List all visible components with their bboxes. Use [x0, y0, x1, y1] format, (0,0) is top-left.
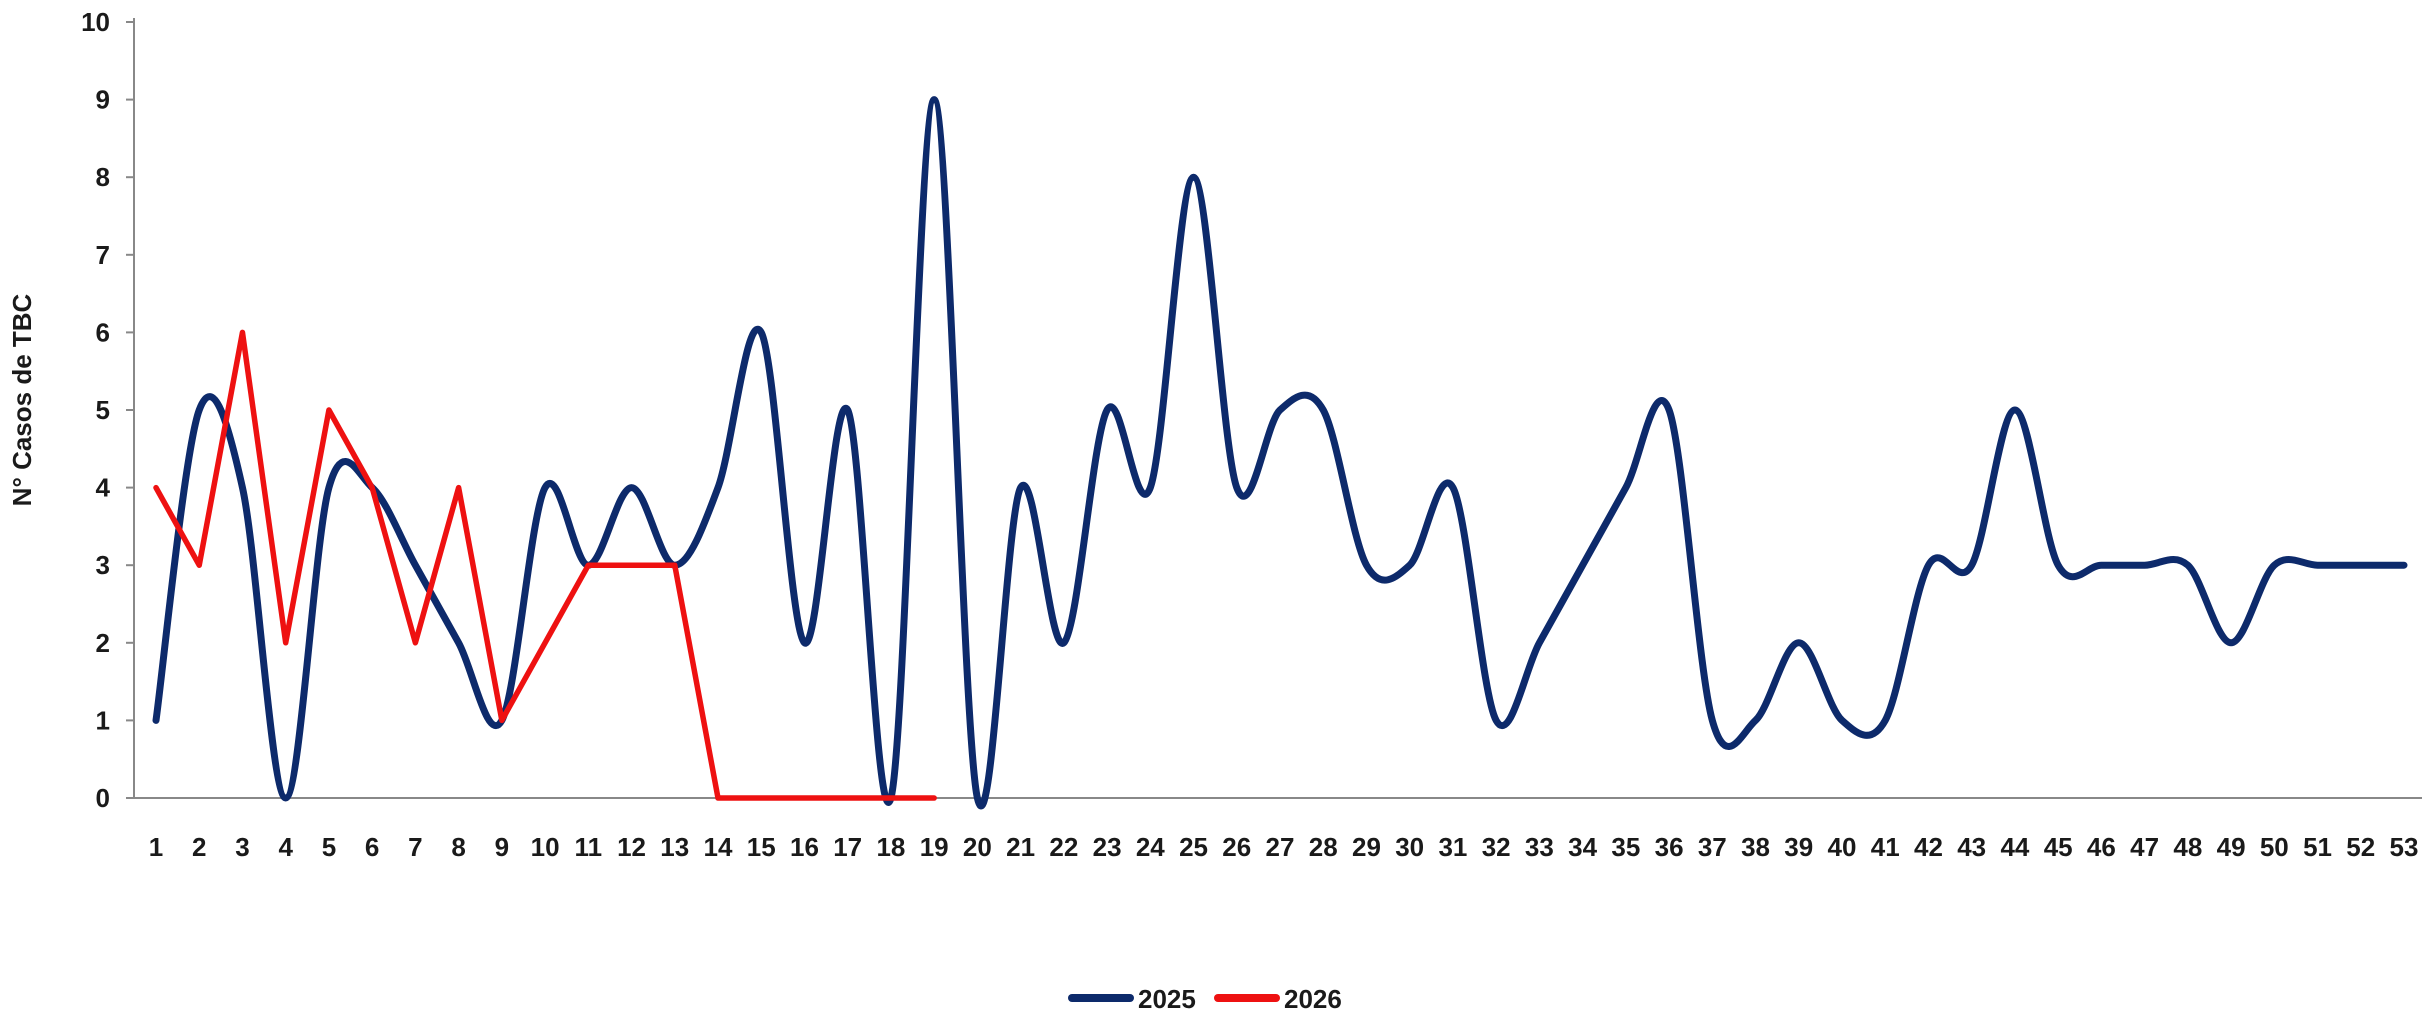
x-tick-label: 52 — [2346, 832, 2375, 862]
x-tick-label: 31 — [1438, 832, 1467, 862]
x-tick-label: 3 — [235, 832, 249, 862]
x-tick-label: 46 — [2087, 832, 2116, 862]
y-tick-label: 5 — [96, 395, 110, 425]
y-tick-label: 2 — [96, 628, 110, 658]
x-tick-label: 36 — [1655, 832, 1684, 862]
legend: 2025 2026 — [1068, 984, 1342, 1014]
series-line-2026 — [153, 329, 937, 801]
x-tick-label: 22 — [1049, 832, 1078, 862]
x-tick-label: 35 — [1611, 832, 1640, 862]
y-tick-label: 6 — [96, 317, 110, 347]
x-tick-label: 48 — [2173, 832, 2202, 862]
x-tick-label: 43 — [1957, 832, 1986, 862]
x-tick-label: 6 — [365, 832, 379, 862]
x-tick-label: 23 — [1093, 832, 1122, 862]
series-lines — [152, 96, 2408, 810]
x-tick-label: 47 — [2130, 832, 2159, 862]
y-tick-label: 7 — [96, 240, 110, 270]
y-tick-label: 9 — [96, 85, 110, 115]
axes — [133, 18, 2422, 799]
y-axis-title: N° Casos de TBC — [7, 293, 37, 506]
x-tick-label: 5 — [322, 832, 336, 862]
x-tick-label: 45 — [2044, 832, 2073, 862]
x-tick-label: 11 — [575, 832, 603, 862]
x-tick-label: 9 — [495, 832, 509, 862]
x-tick-label: 29 — [1352, 832, 1381, 862]
x-tick-label: 24 — [1136, 832, 1165, 862]
x-tick-label: 10 — [531, 832, 560, 862]
x-tick-label: 30 — [1395, 832, 1424, 862]
x-tick-label: 7 — [408, 832, 422, 862]
x-tick-label: 44 — [2000, 832, 2029, 862]
x-tick-label: 2 — [192, 832, 206, 862]
x-tick-label: 19 — [920, 832, 949, 862]
x-tick-label: 53 — [2390, 832, 2419, 862]
x-tick-label: 38 — [1741, 832, 1770, 862]
x-tick-label: 42 — [1914, 832, 1943, 862]
x-tick-label: 50 — [2260, 832, 2289, 862]
y-axis-ticks: 0 1 2 3 4 5 6 7 8 9 10 — [81, 7, 134, 813]
y-tick-label: 10 — [81, 7, 110, 37]
x-tick-label: 15 — [747, 832, 776, 862]
y-tick-label: 8 — [96, 162, 110, 192]
x-tick-label: 20 — [963, 832, 992, 862]
x-tick-label: 13 — [660, 832, 689, 862]
y-tick-label: 3 — [96, 550, 110, 580]
x-tick-label: 49 — [2217, 832, 2246, 862]
x-tick-label: 14 — [704, 832, 733, 862]
x-tick-label: 28 — [1309, 832, 1338, 862]
x-tick-label: 51 — [2303, 832, 2332, 862]
x-tick-label: 18 — [876, 832, 905, 862]
x-tick-label: 26 — [1222, 832, 1251, 862]
x-tick-label: 27 — [1266, 832, 1295, 862]
x-tick-label: 16 — [790, 832, 819, 862]
y-tick-label: 0 — [96, 783, 110, 813]
y-tick-label: 4 — [96, 473, 111, 503]
x-tick-label: 1 — [149, 832, 163, 862]
x-tick-label: 33 — [1525, 832, 1554, 862]
x-axis-ticks: 1 2 3 4 5 6 7 8 9 10 11 12 13 14 15 16 17 18 19 20 21 22 23 24 2… — [149, 832, 2419, 862]
y-tick-label: 1 — [96, 705, 110, 735]
x-tick-label: 39 — [1784, 832, 1813, 862]
x-tick-label: 32 — [1482, 832, 1511, 862]
legend-label-2026: 2026 — [1284, 984, 1342, 1014]
x-tick-label: 17 — [833, 832, 862, 862]
x-tick-label: 40 — [1828, 832, 1857, 862]
x-tick-label: 21 — [1006, 832, 1035, 862]
series-line-2025 — [152, 96, 2408, 810]
legend-label-2025: 2025 — [1138, 984, 1196, 1014]
x-tick-label: 25 — [1179, 832, 1208, 862]
x-tick-label: 37 — [1698, 832, 1727, 862]
x-tick-label: 34 — [1568, 832, 1597, 862]
x-tick-label: 41 — [1871, 832, 1900, 862]
x-tick-label: 12 — [617, 832, 646, 862]
x-tick-label: 4 — [278, 832, 293, 862]
x-tick-label: 8 — [451, 832, 465, 862]
